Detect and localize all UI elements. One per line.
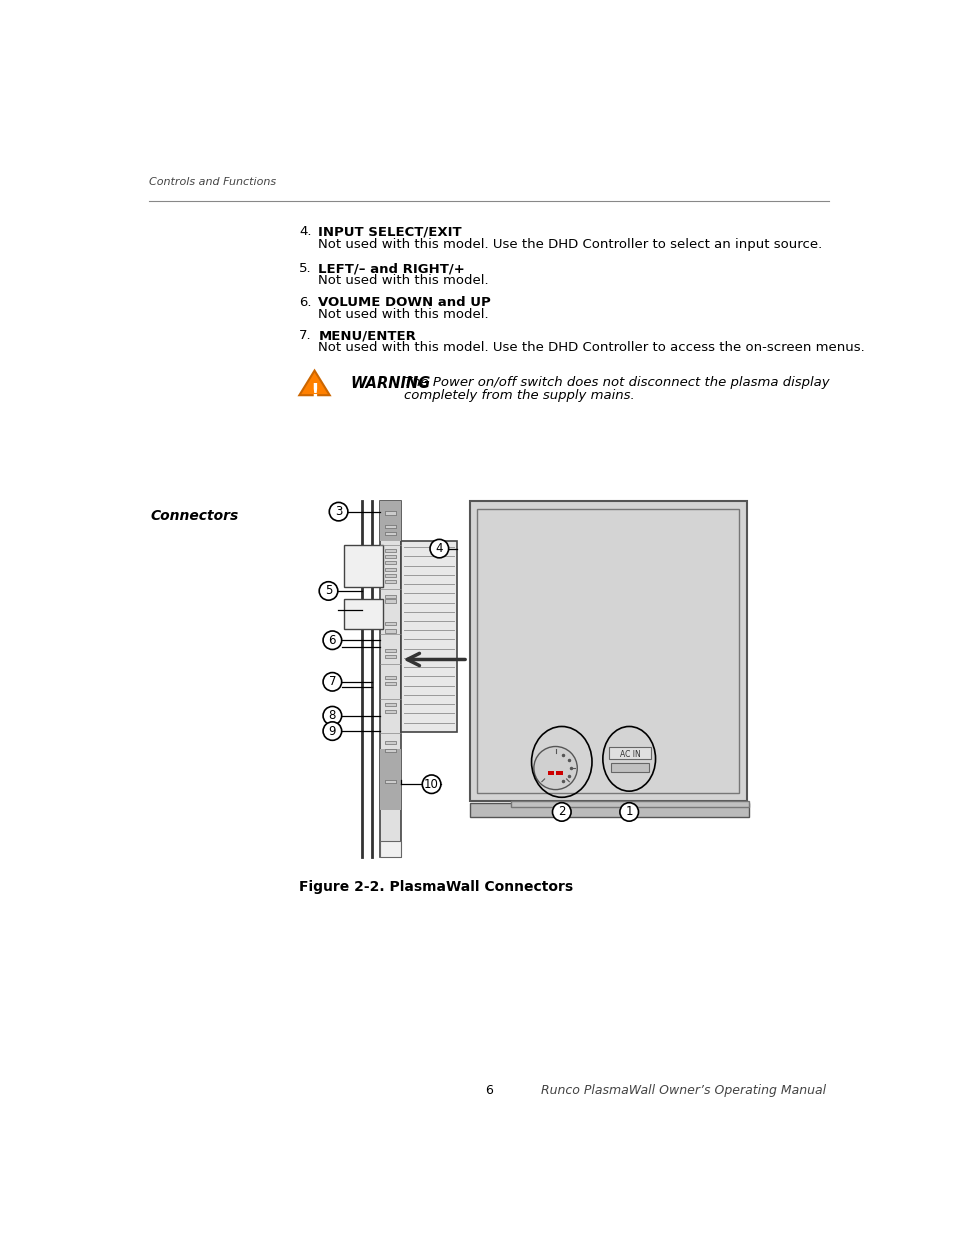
Bar [611, 763, 648, 772]
Text: VOLUME DOWN and UP: VOLUME DOWN and UP [318, 296, 491, 309]
Polygon shape [299, 370, 330, 395]
Text: 1: 1 [625, 805, 632, 819]
Circle shape [319, 582, 337, 600]
Text: The Power on/off switch does not disconnect the plasma display: The Power on/off switch does not disconn… [404, 377, 829, 389]
Bar [385, 655, 395, 658]
Text: INPUT SELECT/EXIT: INPUT SELECT/EXIT [318, 225, 461, 238]
Text: 5: 5 [324, 584, 332, 598]
Text: LEFT/– and RIGHT/+: LEFT/– and RIGHT/+ [318, 262, 465, 275]
Circle shape [323, 631, 341, 650]
Text: 10: 10 [424, 778, 438, 790]
Bar [385, 779, 395, 783]
Circle shape [619, 803, 638, 821]
Bar [344, 599, 382, 630]
Text: WARNING: WARNING [350, 377, 430, 391]
Circle shape [430, 540, 448, 558]
Bar [385, 580, 395, 583]
Bar [385, 574, 395, 577]
Text: Not used with this model.: Not used with this model. [318, 309, 489, 321]
Bar [385, 555, 395, 558]
Bar [385, 741, 395, 745]
Text: !: ! [310, 382, 318, 401]
Bar [385, 682, 395, 685]
Text: Not used with this model. Use the DHD Controller to access the on-screen menus.: Not used with this model. Use the DHD Co… [318, 341, 864, 354]
Text: 6: 6 [328, 634, 335, 647]
Bar [385, 548, 395, 552]
Bar [556, 771, 562, 776]
Text: Runco PlasmaWall Owner’s Operating Manual: Runco PlasmaWall Owner’s Operating Manua… [540, 1084, 825, 1097]
Text: MENU/ENTER: MENU/ENTER [318, 330, 416, 342]
Text: 4.: 4. [298, 225, 312, 238]
Circle shape [323, 706, 341, 725]
Circle shape [552, 803, 571, 821]
Text: 6: 6 [484, 1084, 493, 1097]
Circle shape [323, 721, 341, 740]
Bar [510, 802, 748, 808]
Bar [385, 621, 395, 625]
Bar [547, 771, 554, 776]
Text: 7.: 7. [298, 330, 312, 342]
Bar [380, 501, 400, 541]
Bar [380, 748, 400, 810]
Circle shape [534, 746, 577, 789]
Bar [469, 803, 748, 816]
Text: Figure 2-2. PlasmaWall Connectors: Figure 2-2. PlasmaWall Connectors [298, 879, 573, 894]
Bar [385, 595, 395, 598]
Circle shape [422, 776, 440, 793]
Bar [385, 561, 395, 564]
Text: 2: 2 [558, 805, 565, 819]
Text: 7: 7 [328, 676, 335, 688]
Text: Not used with this model. Use the DHD Controller to select an input source.: Not used with this model. Use the DHD Co… [318, 237, 821, 251]
Text: 6.: 6. [298, 296, 312, 309]
Text: 4: 4 [436, 542, 442, 555]
Bar [385, 599, 395, 603]
Bar [385, 525, 395, 527]
Text: 3: 3 [335, 505, 342, 519]
Bar [380, 841, 400, 857]
Bar [385, 676, 395, 679]
Text: Connectors: Connectors [150, 509, 238, 522]
Bar [385, 703, 395, 705]
Bar [385, 531, 395, 535]
Text: AC IN: AC IN [618, 750, 639, 758]
Bar [385, 511, 395, 515]
Bar [476, 509, 739, 793]
Text: Not used with this model.: Not used with this model. [318, 274, 489, 288]
Bar [400, 541, 456, 732]
Circle shape [323, 673, 341, 692]
Text: 5.: 5. [298, 262, 312, 275]
Bar [469, 501, 746, 802]
Bar [344, 545, 382, 587]
Text: completely from the supply mains.: completely from the supply mains. [404, 389, 635, 403]
Bar [385, 748, 395, 752]
Bar [385, 710, 395, 714]
Bar [385, 568, 395, 571]
Circle shape [329, 503, 348, 521]
Bar [385, 648, 395, 652]
Text: 9: 9 [328, 725, 335, 737]
Text: Controls and Functions: Controls and Functions [149, 178, 275, 188]
Bar [380, 501, 400, 857]
Text: 8: 8 [329, 709, 335, 722]
Bar [608, 747, 650, 758]
Bar [385, 630, 395, 632]
